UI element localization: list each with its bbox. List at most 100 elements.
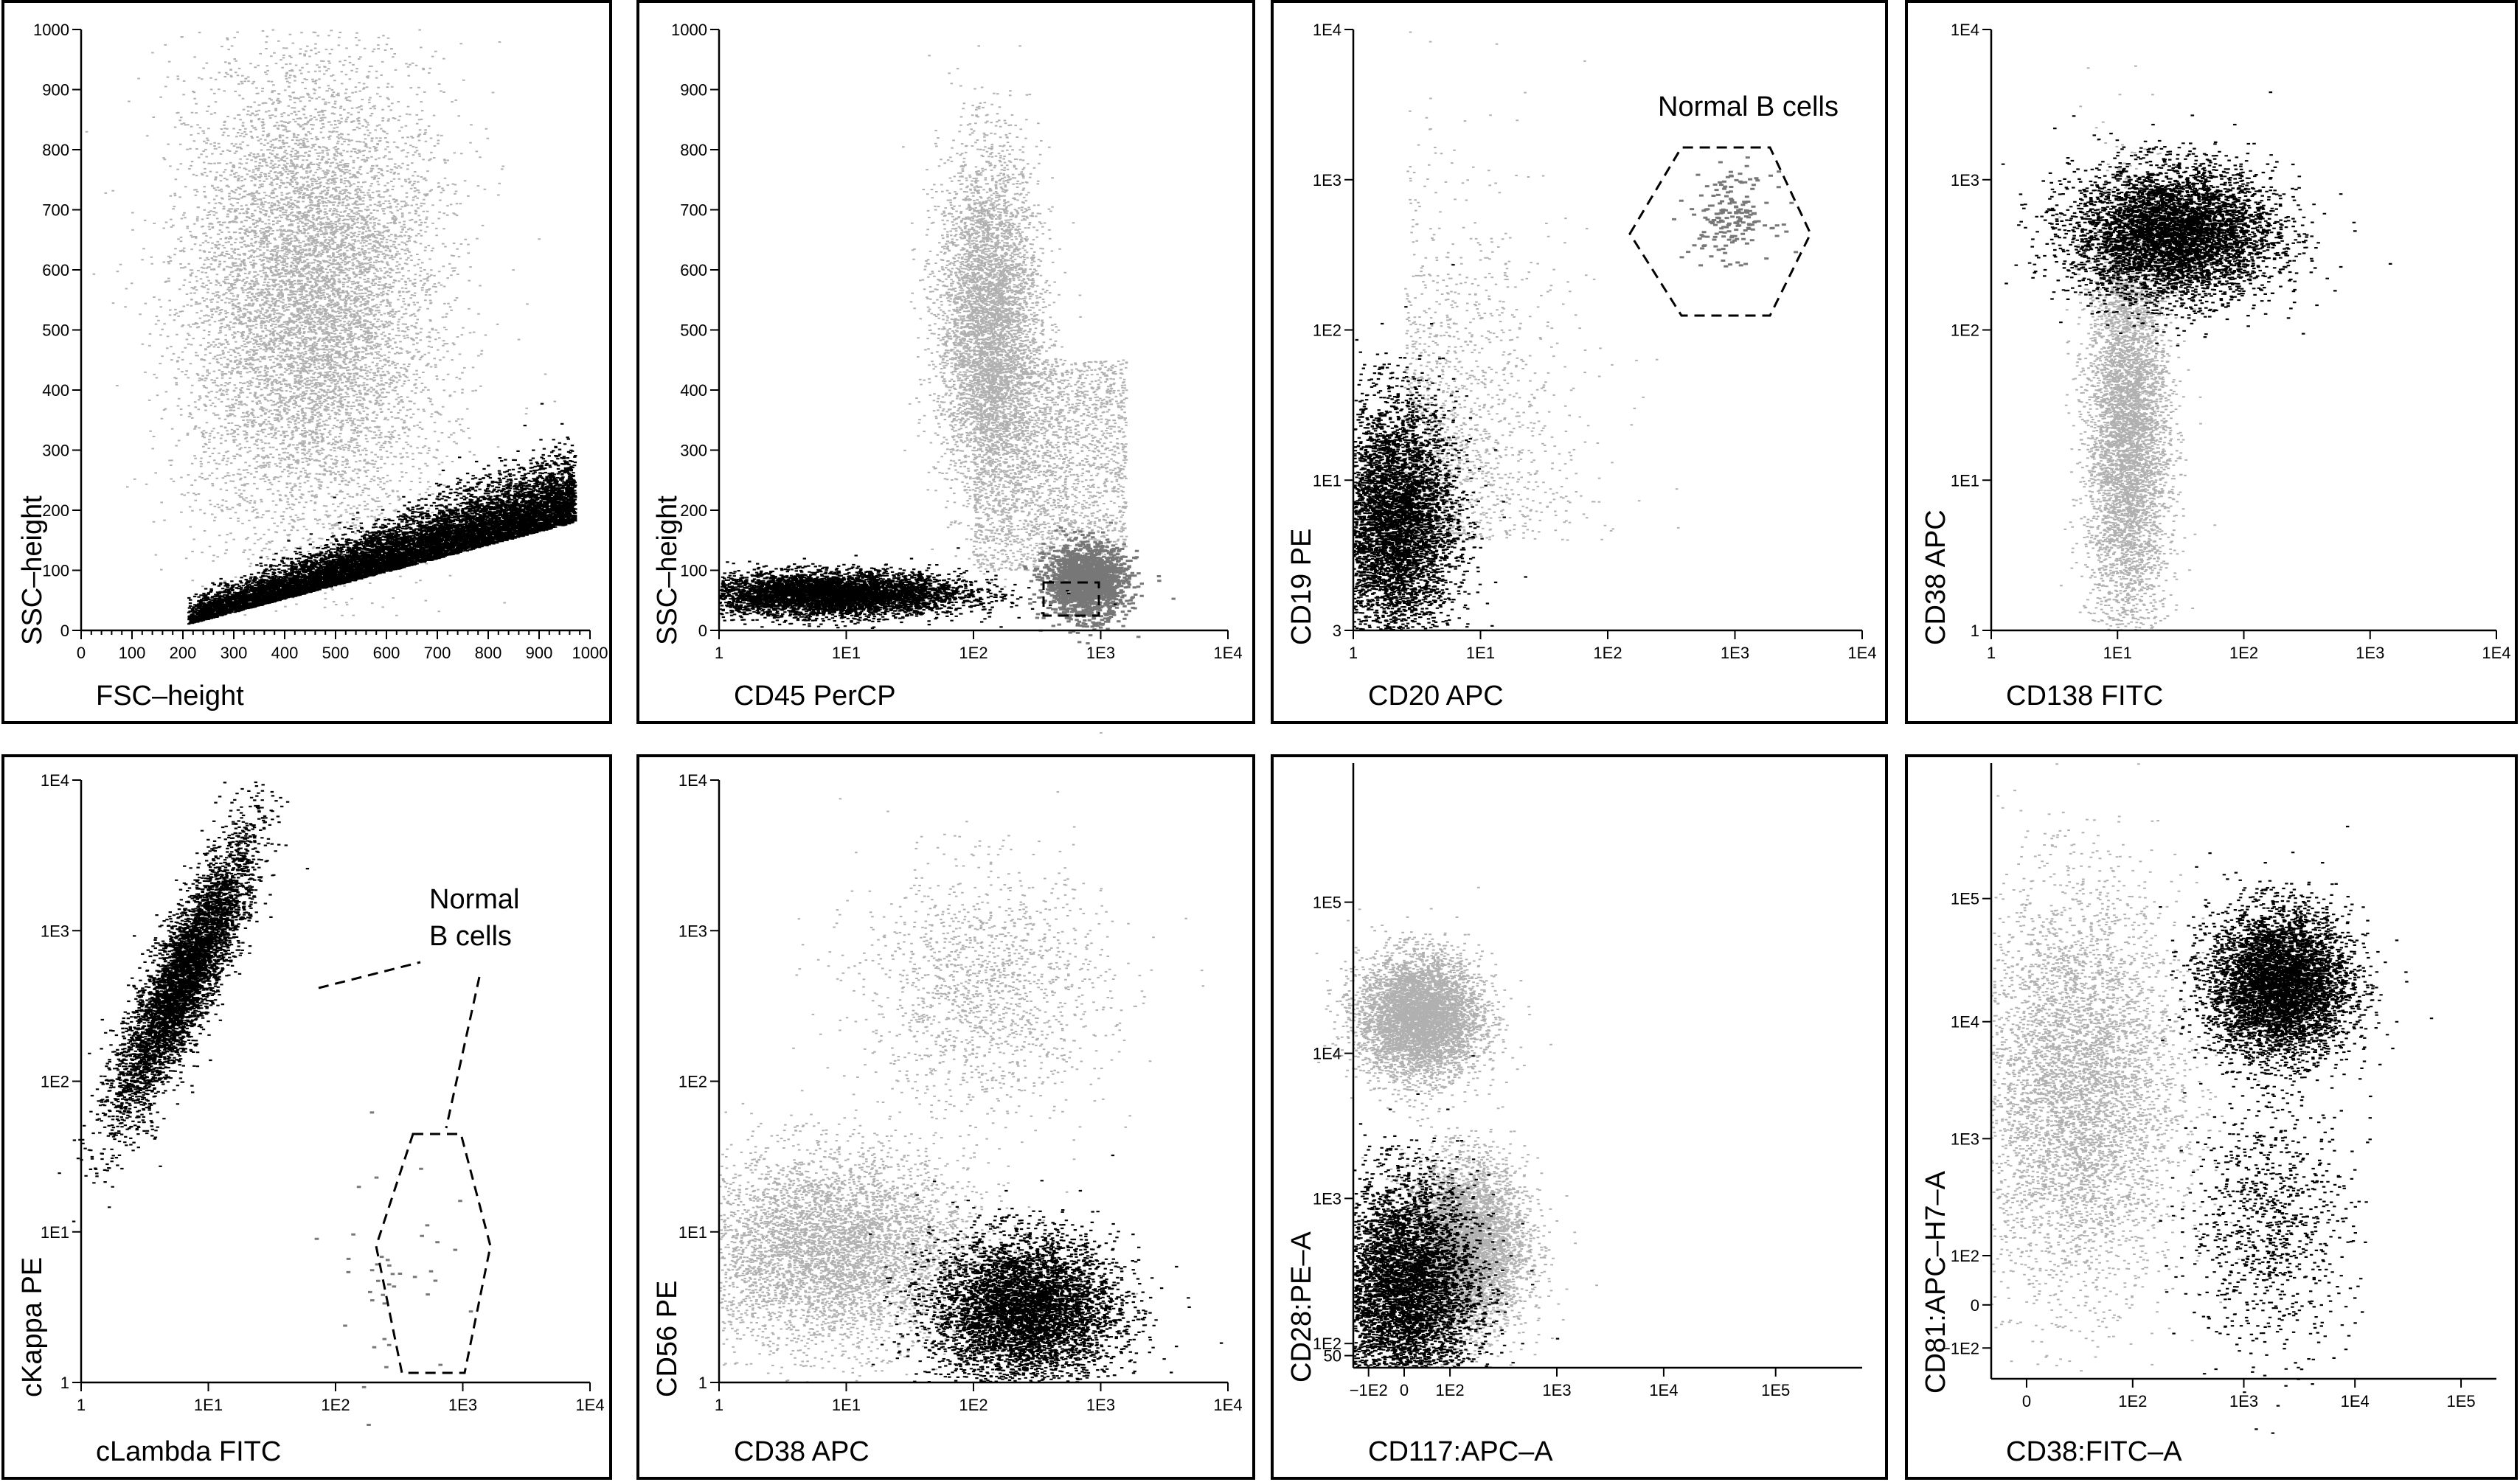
x-tick-label: 1E1 — [832, 644, 861, 662]
scatter-series-light — [1990, 763, 2296, 1372]
y-axis-label: CD28:PE–A — [1286, 1231, 1317, 1382]
y-tick-label: 1E1 — [1313, 471, 1341, 490]
y-axis-label: CD56 PE — [652, 1281, 683, 1397]
y-tick-label: 50 — [1324, 1347, 1341, 1366]
x-axis-label: CD38:FITC–A — [2006, 1436, 2182, 1467]
x-tick-label: 900 — [526, 644, 553, 662]
x-tick-label: 1E2 — [959, 1396, 987, 1414]
scatter-series-mid — [1023, 521, 1176, 644]
y-tick-label: 200 — [680, 501, 707, 520]
x-tick-label: 1E2 — [1436, 1381, 1465, 1399]
y-tick-label: 100 — [680, 562, 707, 580]
x-tick-label: 1E3 — [1721, 644, 1749, 662]
annotation-b-cells: B cells — [429, 921, 512, 952]
leader-line — [445, 976, 481, 1129]
y-tick-label: 1E2 — [1313, 321, 1341, 340]
y-tick-label: 1E4 — [678, 771, 707, 790]
panel-2: 1 1E1 1E2 1E3 1E4 0 100 200 300 400 500 600 700 800 90… — [636, 0, 1255, 724]
x-tick-label: 1 — [1349, 644, 1358, 662]
gate-plasma-cells — [1042, 581, 1100, 617]
x-axis-label: CD45 PerCP — [734, 681, 896, 712]
x-tick-label: 200 — [170, 644, 197, 662]
y-tick-label: 1 — [698, 1374, 707, 1392]
y-tick-label: 1E4 — [1951, 21, 1979, 39]
x-axis-label: CD138 FITC — [2006, 681, 2163, 712]
y-tick-label: 1E5 — [1951, 890, 1979, 908]
x-tick-label: 1E2 — [2229, 644, 2258, 662]
x-tick-label: 0 — [2022, 1392, 2031, 1410]
y-tick-label: 1E3 — [1313, 1189, 1341, 1208]
panel-1: 0 100 200 300 400 500 600 700 800 900 1000 0 100 200 3… — [1, 0, 612, 724]
gate-normal-b-cells — [1628, 146, 1812, 317]
y-tick-label: 1E3 — [41, 922, 69, 940]
x-tick-label: 1E2 — [321, 1396, 350, 1414]
x-tick-label: 1E4 — [2482, 644, 2510, 662]
gate-kappa-b-cells — [231, 905, 296, 1052]
x-tick-label: 1E3 — [1542, 1381, 1571, 1399]
x-tick-label: 1E2 — [2118, 1392, 2147, 1410]
y-tick-label: 1E3 — [1951, 1130, 1979, 1148]
panel-7: −1E2 0 1E2 1E3 1E4 1E5501E21E31E41E5CD117:APC… — [1271, 754, 1888, 1480]
y-tick-label: 400 — [42, 381, 69, 400]
x-tick-label: −1E2 — [1350, 1381, 1388, 1399]
x-tick-label: 1 — [1987, 644, 1996, 662]
y-tick-label: 1E1 — [41, 1223, 69, 1242]
x-tick-label: 1E3 — [1086, 1396, 1115, 1414]
y-tick-label: 500 — [42, 321, 69, 340]
x-tick-label: 1E4 — [2341, 1392, 2370, 1410]
y-tick-label: 0 — [1971, 1296, 1979, 1315]
x-tick-label: 1E1 — [832, 1396, 861, 1414]
x-tick-label: 0 — [77, 644, 86, 662]
x-tick-label: 100 — [119, 644, 146, 662]
y-tick-label: 1E1 — [1951, 471, 1979, 490]
x-tick-label: 1E3 — [1086, 644, 1115, 662]
y-tick-label: 1E4 — [1313, 1045, 1341, 1063]
x-tick-label: 1E4 — [1649, 1381, 1678, 1399]
x-axis-label: FSC–height — [96, 681, 244, 712]
x-tick-label: 1E2 — [959, 644, 987, 662]
y-tick-label: 1000 — [33, 21, 69, 39]
y-tick-label: 1E4 — [1951, 1013, 1979, 1032]
y-tick-label: 800 — [680, 141, 707, 159]
scatter-series-dark — [868, 1154, 1223, 1383]
y-tick-label: 1 — [1971, 622, 1979, 640]
y-tick-label: 1E5 — [1313, 894, 1341, 912]
x-tick-label: 1E1 — [2103, 644, 2132, 662]
y-tick-label: 1E4 — [1313, 21, 1341, 39]
x-tick-label: 1E4 — [1213, 644, 1242, 662]
scatter-series-light — [85, 29, 557, 616]
y-tick-label: 200 — [42, 501, 69, 520]
gate-lambda-b-cells — [375, 1133, 492, 1374]
panel-frame — [636, 754, 1255, 1480]
y-axis-label: SSC–height — [652, 495, 683, 645]
y-tick-label: 3 — [1333, 622, 1341, 640]
x-tick-label: 1E3 — [448, 1396, 477, 1414]
panel-frame — [1905, 0, 2518, 724]
scatter-series-dark — [1353, 1055, 1560, 1368]
panel-frame — [1271, 754, 1888, 1480]
x-tick-label: 1E1 — [1466, 644, 1495, 662]
x-tick-label: 1E4 — [1847, 644, 1876, 662]
y-tick-label: 100 — [42, 562, 69, 580]
y-tick-label: 1000 — [671, 21, 707, 39]
x-tick-label: 700 — [424, 644, 451, 662]
panel-frame — [1271, 0, 1888, 724]
y-tick-label: 1E3 — [678, 922, 707, 940]
scatter-series-light — [718, 732, 1205, 1383]
panel-4: 1 1E1 1E2 1E3 1E4 1 1E1 1E2 1E3 1E4 CD138 FITC CD38… — [1905, 0, 2518, 724]
x-tick-label: 1E3 — [2356, 644, 2384, 662]
y-axis-label: CD19 PE — [1286, 529, 1317, 645]
x-tick-label: 0 — [1400, 1381, 1409, 1399]
y-tick-label: −1E2 — [1941, 1339, 1979, 1357]
x-axis-label: CD117:APC–A — [1368, 1436, 1553, 1467]
x-tick-label: 500 — [322, 644, 350, 662]
y-tick-label: 800 — [42, 141, 69, 159]
y-tick-label: 1E3 — [1313, 171, 1341, 189]
scatter-series-mid — [1672, 156, 1799, 268]
y-tick-label: 1E2 — [1951, 321, 1979, 340]
scatter-series-dark — [2001, 91, 2392, 347]
scatter-series-dark — [1352, 264, 1527, 631]
y-axis-label: SSC–height — [17, 495, 48, 645]
scatter-series-dark — [718, 547, 1117, 631]
